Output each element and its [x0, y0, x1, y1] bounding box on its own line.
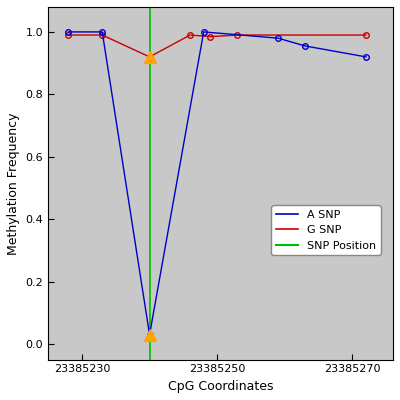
Legend: A SNP, G SNP, SNP Position: A SNP, G SNP, SNP Position — [272, 205, 381, 255]
Y-axis label: Methylation Frequency: Methylation Frequency — [7, 112, 20, 254]
X-axis label: CpG Coordinates: CpG Coordinates — [168, 380, 273, 393]
